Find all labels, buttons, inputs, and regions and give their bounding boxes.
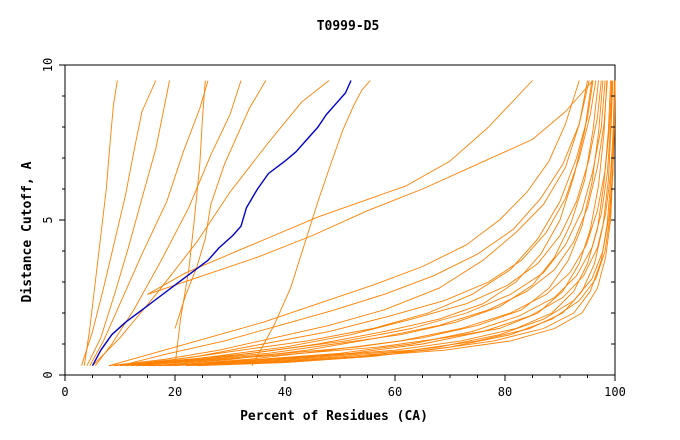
series-line-20	[152, 80, 615, 367]
series-layer	[81, 80, 616, 367]
highlight-series-line	[91, 80, 352, 367]
y-axis-label: Distance Cutoff, A	[20, 161, 35, 302]
x-axis-label: Percent of Residues (CA)	[240, 409, 428, 424]
chart-title: T0999-D5	[317, 19, 380, 34]
x-tick-label: 100	[604, 385, 626, 399]
axis-layer: 0 20 40 60 80 100 0 5 10	[41, 58, 626, 399]
series-line-2	[81, 80, 157, 366]
x-tick-label: 20	[168, 385, 182, 399]
series-line-31	[196, 80, 616, 367]
series-line-11	[147, 80, 594, 295]
series-line-5	[94, 80, 242, 366]
series-line-15	[125, 80, 599, 367]
series-line-24	[152, 80, 608, 367]
x-tick-label: 80	[498, 385, 512, 399]
x-tick-label: 40	[278, 385, 292, 399]
series-line-6	[174, 80, 267, 329]
series-line-12	[108, 80, 588, 367]
series-line-18	[141, 80, 612, 367]
series-line-13	[114, 80, 594, 367]
series-line-22	[130, 80, 597, 367]
series-line-26	[174, 80, 615, 367]
series-line-19	[147, 80, 614, 367]
series-line-1	[83, 80, 118, 366]
series-line-9	[251, 80, 371, 366]
series-line-10	[147, 80, 533, 295]
series-line-32	[169, 80, 613, 367]
y-tick-label: 0	[41, 371, 55, 378]
x-tick-label: 0	[61, 385, 68, 399]
series-line-17	[136, 80, 608, 367]
y-tick-label: 5	[41, 216, 55, 223]
series-line-14	[119, 80, 593, 367]
series-line-29	[185, 80, 616, 367]
x-tick-label: 60	[388, 385, 402, 399]
series-line-7	[174, 80, 206, 366]
series-line-30	[136, 80, 606, 367]
series-line-23	[141, 80, 602, 367]
y-tick-label: 10	[41, 58, 55, 72]
series-line-21	[158, 80, 616, 367]
series-line-25	[163, 80, 613, 367]
series-line-4	[89, 80, 209, 366]
series-line-3	[86, 80, 170, 366]
series-line-27	[108, 80, 580, 367]
series-line-8	[92, 80, 330, 367]
series-line-28	[119, 80, 590, 367]
